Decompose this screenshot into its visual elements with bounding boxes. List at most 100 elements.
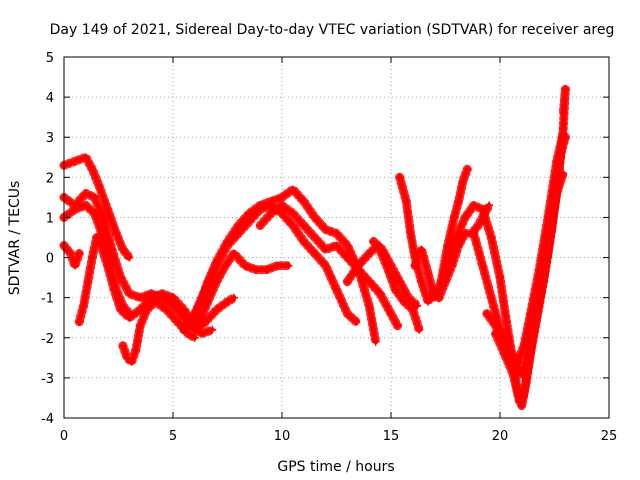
data-point <box>469 201 478 210</box>
data-point <box>343 253 352 262</box>
chart-title: Day 149 of 2021, Sidereal Day-to-day VTE… <box>50 22 615 38</box>
data-point <box>151 297 160 306</box>
series-markers <box>194 249 293 327</box>
data-point <box>343 309 352 318</box>
data-point <box>417 277 426 286</box>
data-point <box>125 313 134 322</box>
data-point <box>240 261 249 270</box>
y-tick-label: 3 <box>46 131 54 146</box>
data-point <box>559 125 568 134</box>
data-point <box>371 337 380 346</box>
data-point <box>321 225 330 234</box>
data-point <box>496 273 504 282</box>
data-point <box>441 277 450 286</box>
data-point <box>299 197 308 206</box>
series-markers <box>59 241 84 271</box>
data-point <box>500 341 509 350</box>
data-point <box>310 213 319 222</box>
y-tick-label: 5 <box>46 51 54 66</box>
y-axis: -4 -3 -2 -1 0 1 2 3 4 5 <box>41 51 609 427</box>
data-point <box>81 201 90 210</box>
data-point <box>92 233 101 242</box>
data-point <box>487 293 496 302</box>
data-point <box>273 261 282 270</box>
data-point <box>321 245 330 254</box>
data-point <box>223 241 232 250</box>
series-arc-1 <box>59 152 134 263</box>
data-point <box>123 353 132 362</box>
data-point <box>179 325 188 334</box>
data-point <box>530 317 539 326</box>
data-point <box>251 265 260 274</box>
x-tick-label: 20 <box>492 429 509 444</box>
x-tick-label: 10 <box>274 429 291 444</box>
data-point <box>97 241 106 250</box>
data-point <box>424 297 433 306</box>
data-point <box>343 277 352 286</box>
data-point <box>332 241 341 250</box>
data-point <box>332 285 341 294</box>
data-point <box>561 133 570 142</box>
y-tick-label: -3 <box>41 372 54 387</box>
data-point <box>190 309 199 318</box>
data-point <box>402 197 411 206</box>
data-point <box>395 277 404 286</box>
data-point <box>179 305 188 314</box>
data-point <box>103 261 112 270</box>
data-point <box>75 249 84 258</box>
data-point <box>212 305 221 314</box>
data-point <box>450 213 459 222</box>
x-tick-label: 0 <box>60 429 68 444</box>
series-arc-19 <box>482 132 570 379</box>
data-point <box>230 249 239 258</box>
data-point <box>509 353 518 362</box>
data-point <box>395 173 404 182</box>
data-point <box>230 293 239 302</box>
data-point <box>136 293 145 302</box>
data-point <box>424 269 433 278</box>
series-arc-10 <box>255 200 402 331</box>
data-point <box>256 205 265 214</box>
data-point <box>288 185 297 194</box>
data-point <box>517 369 526 378</box>
y-tick-label: -2 <box>41 332 54 347</box>
data-point <box>557 149 566 158</box>
data-point <box>83 277 92 286</box>
series-markers <box>255 200 402 331</box>
data-point <box>452 233 461 242</box>
data-point <box>415 325 424 334</box>
data-point <box>417 245 426 254</box>
data-point <box>75 317 84 326</box>
data-point <box>463 165 472 174</box>
series-arc-12 <box>369 237 422 311</box>
data-point <box>310 249 319 258</box>
data-point <box>90 209 99 218</box>
series-arc-8 <box>179 200 361 335</box>
data-point <box>116 305 125 314</box>
data-point <box>478 205 487 214</box>
data-point <box>90 193 99 202</box>
data-point <box>127 357 136 366</box>
data-point <box>461 213 470 222</box>
data-point <box>212 277 221 286</box>
x-tick-label: 5 <box>169 429 177 444</box>
data-point <box>478 261 487 270</box>
data-point <box>110 285 119 294</box>
series-markers <box>74 233 217 339</box>
data-point <box>245 217 254 226</box>
data-point <box>158 289 167 298</box>
data-point <box>393 321 402 330</box>
data-point <box>142 305 151 314</box>
data-point <box>515 397 524 406</box>
data-point <box>491 321 500 330</box>
data-point <box>482 309 491 318</box>
data-point <box>70 261 79 270</box>
data-point <box>88 165 97 174</box>
data-point <box>284 261 293 270</box>
data-point <box>310 233 319 242</box>
data-point <box>118 245 127 254</box>
data-point <box>559 109 568 118</box>
data-point <box>524 349 533 358</box>
data-point <box>81 153 90 162</box>
